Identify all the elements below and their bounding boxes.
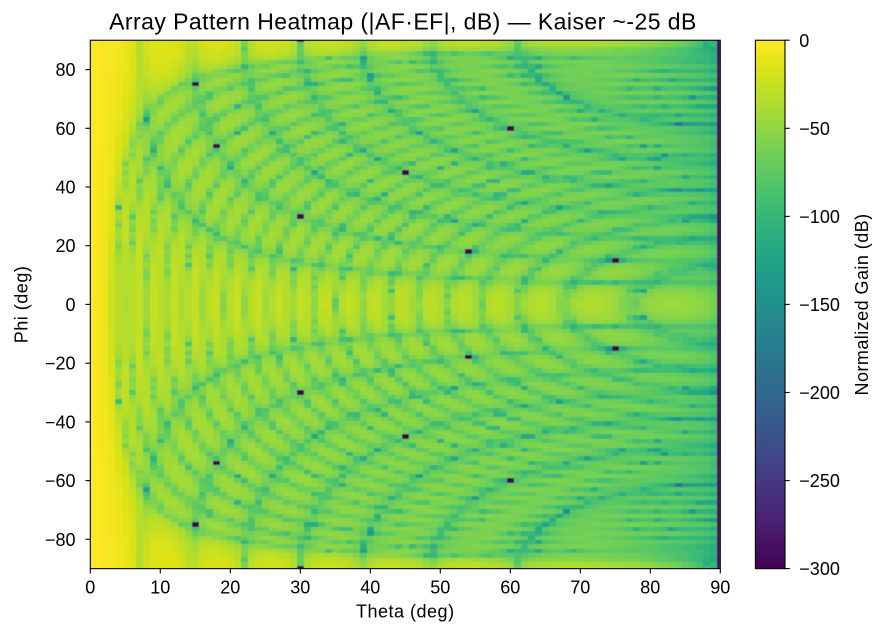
svg-text:−100: −100	[799, 207, 840, 227]
svg-text:−50: −50	[799, 119, 830, 139]
svg-text:70: 70	[570, 578, 590, 598]
svg-text:60: 60	[55, 119, 75, 139]
svg-text:20: 20	[220, 578, 240, 598]
svg-text:0: 0	[65, 295, 75, 315]
svg-text:30: 30	[290, 578, 310, 598]
svg-text:−150: −150	[799, 295, 840, 315]
svg-text:−80: −80	[45, 530, 76, 550]
svg-text:−250: −250	[799, 471, 840, 491]
svg-text:−60: −60	[45, 471, 76, 491]
svg-text:50: 50	[430, 578, 450, 598]
svg-text:0: 0	[85, 578, 95, 598]
svg-text:Array Pattern Heatmap (|AF·EF|: Array Pattern Heatmap (|AF·EF|, dB) — Ka…	[109, 8, 697, 34]
svg-text:−40: −40	[45, 412, 76, 432]
svg-text:−300: −300	[799, 559, 840, 579]
svg-text:40: 40	[360, 578, 380, 598]
svg-text:−20: −20	[45, 354, 76, 374]
svg-text:Normalized Gain (dB): Normalized Gain (dB)	[852, 213, 872, 395]
svg-text:90: 90	[710, 578, 730, 598]
svg-text:Phi (deg): Phi (deg)	[12, 266, 32, 344]
svg-text:20: 20	[55, 236, 75, 256]
svg-text:−200: −200	[799, 383, 840, 403]
svg-text:80: 80	[55, 60, 75, 80]
svg-text:80: 80	[640, 578, 660, 598]
svg-text:Theta (deg): Theta (deg)	[356, 602, 455, 622]
svg-text:40: 40	[55, 178, 75, 198]
svg-text:10: 10	[150, 578, 170, 598]
svg-text:60: 60	[500, 578, 520, 598]
svg-text:0: 0	[799, 31, 809, 51]
